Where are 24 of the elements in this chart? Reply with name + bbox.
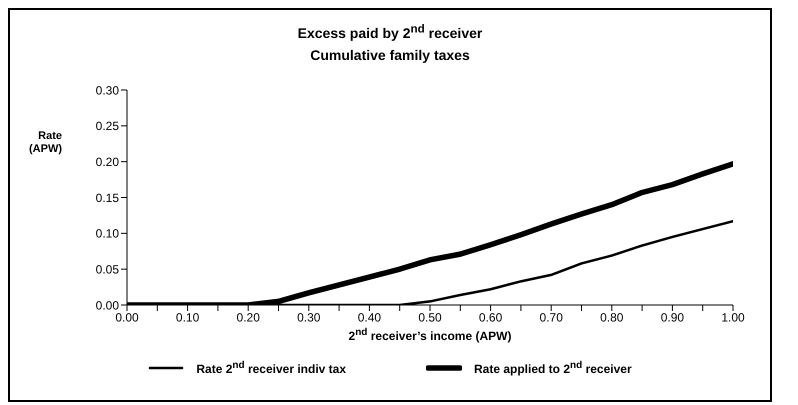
x-axis-title: 2$^{nd}$ receiver’s income (APW) xyxy=(348,327,512,343)
x-tick-label: 0.70 xyxy=(540,310,564,325)
x-tick-label: 0.80 xyxy=(600,310,624,325)
x-tick-label: 0.40 xyxy=(358,310,382,325)
x-tick-label: 0.90 xyxy=(660,310,684,325)
y-axis-title: Rate (APW) xyxy=(29,130,62,155)
x-tick-label: 0.20 xyxy=(236,310,260,325)
x-tick-label: 0.30 xyxy=(297,310,321,325)
x-tick-label: 0.00 xyxy=(115,310,139,325)
y-tick-label: 0.00 xyxy=(96,298,120,312)
legend-label: Rate 2$^{nd}$ receiver indiv tax xyxy=(196,360,346,376)
y-tick-label: 0.10 xyxy=(96,226,120,241)
x-tick-label: 1.00 xyxy=(721,310,745,325)
chart-subtitle: Cumulative family taxes xyxy=(310,47,470,63)
x-tick-label: 0.60 xyxy=(478,310,503,325)
legend-label: Rate applied to 2$^{nd}$ receiver xyxy=(474,360,632,376)
x-tick-label: 0.10 xyxy=(176,310,200,325)
chart-title: Excess paid by 2$^{nd}$ receiver xyxy=(298,22,482,41)
y-tick-label: 0.30 xyxy=(96,83,120,98)
y-tick-label: 0.15 xyxy=(96,190,120,205)
y-tick-label: 0.25 xyxy=(96,119,120,134)
y-tick-label: 0.05 xyxy=(96,262,120,276)
y-tick-label: 0.20 xyxy=(96,154,120,169)
x-tick-label: 0.50 xyxy=(418,310,442,325)
